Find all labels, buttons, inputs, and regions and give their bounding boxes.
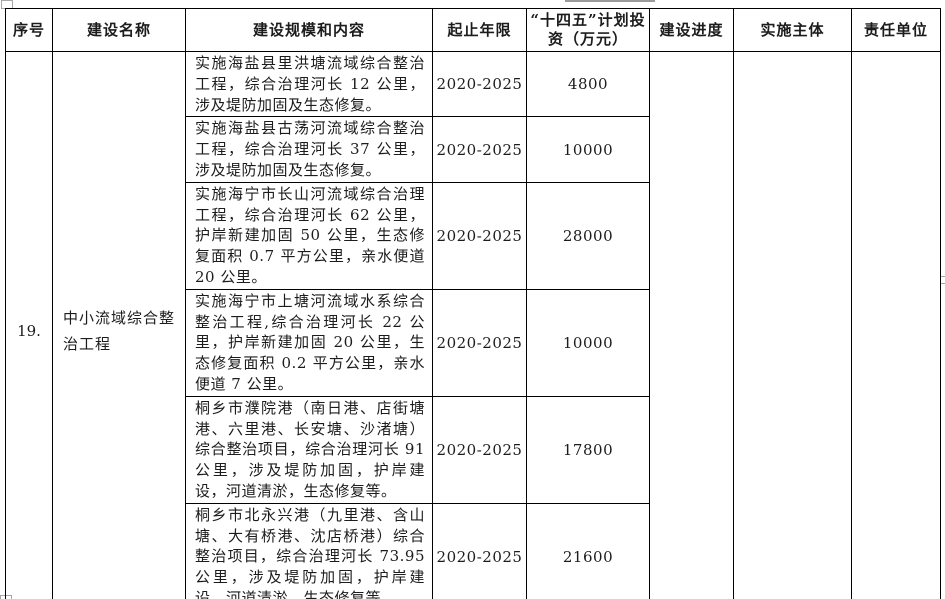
scale-content-cell: 桐乡市濮院港（南日港、店街塘港、六里港、长安塘、沙渚塘）综合整治项目，综合治理河… xyxy=(185,395,433,504)
scale-content-cell: 桐乡市北永兴港（九里港、含山塘、大有桥港、沈店桥港）综合整治项目，综合治理河长 … xyxy=(185,502,433,599)
scale-content-cell: 实施海盐县古荡河流域综合整治工程，综合治理河长 37 公里，涉及堤防加固及生态修… xyxy=(185,116,433,183)
header-investment: “十四五”计划投资（万元） xyxy=(526,8,650,52)
table-row: 桐乡市濮院港（南日港、店街塘港、六里港、长安塘、沙渚塘）综合整治项目，综合治理河… xyxy=(6,395,941,504)
responsible-cell xyxy=(851,51,941,599)
investment-cell: 4800 xyxy=(526,50,650,118)
table-row: 桐乡市北永兴港（九里港、含山塘、大有桥港、沈店桥港）综合整治项目，综合治理河长 … xyxy=(6,502,941,599)
scale-content-cell: 实施海宁市上塘河流域水系综合整治工程,综合治理河长 22 公里，护岸新建加固 2… xyxy=(185,288,433,397)
table-row: 19. 中小流域综合整治工程 实施海盐县里洪塘流域综合整治工程，综合治理河长 1… xyxy=(5,50,941,599)
investment-cell: 28000 xyxy=(526,181,650,290)
investment-cell: 17800 xyxy=(526,395,650,504)
scale-content-cell: 实施海盐县里洪塘流域综合整治工程，综合治理河长 12 公里，涉及堤防加固及生态修… xyxy=(185,50,433,118)
header-years: 起止年限 xyxy=(432,8,527,52)
implementer-cell xyxy=(733,51,852,599)
investment-cell: 10000 xyxy=(526,288,650,397)
table-row: 实施海盐县古荡河流域综合整治工程，综合治理河长 37 公里，涉及堤防加固及生态修… xyxy=(6,116,941,183)
header-implementer: 实施主体 xyxy=(733,8,852,52)
years-cell: 2020-2025 xyxy=(432,288,527,397)
years-cell: 2020-2025 xyxy=(432,50,527,118)
header-seq: 序号 xyxy=(5,8,53,52)
scale-content-cell: 实施海宁市长山河流域综合治理工程，综合治理河长 62 公里，护岸新建加固 50 … xyxy=(185,181,433,290)
table-row: 实施海宁市长山河流域综合治理工程，综合治理河长 62 公里，护岸新建加固 50 … xyxy=(6,181,941,290)
table-header-row: 序号 建设名称 建设规模和内容 起止年限 “十四五”计划投资（万元） 建设进度 … xyxy=(5,8,941,52)
header-responsible: 责任单位 xyxy=(851,8,941,52)
years-cell: 2020-2025 xyxy=(432,181,527,290)
years-cell: 2020-2025 xyxy=(432,395,527,504)
investment-cell: 10000 xyxy=(526,116,650,183)
seq-number: 19. xyxy=(5,51,53,599)
project-name: 中小流域综合整治工程 xyxy=(52,51,186,599)
years-cell: 2020-2025 xyxy=(432,116,527,183)
project-table: 序号 建设名称 建设规模和内容 起止年限 “十四五”计划投资（万元） 建设进度 … xyxy=(5,8,941,599)
header-project-name: 建设名称 xyxy=(52,8,186,52)
table-row: 实施海宁市上塘河流域水系综合整治工程,综合治理河长 22 公里，护岸新建加固 2… xyxy=(6,288,941,397)
crop-artifact-top-line xyxy=(565,0,655,2)
progress-cell xyxy=(649,51,734,599)
header-scale-content: 建设规模和内容 xyxy=(185,8,433,52)
years-cell: 2020-2025 xyxy=(432,502,527,599)
investment-cell: 21600 xyxy=(526,502,650,599)
header-progress: 建设进度 xyxy=(649,8,734,52)
